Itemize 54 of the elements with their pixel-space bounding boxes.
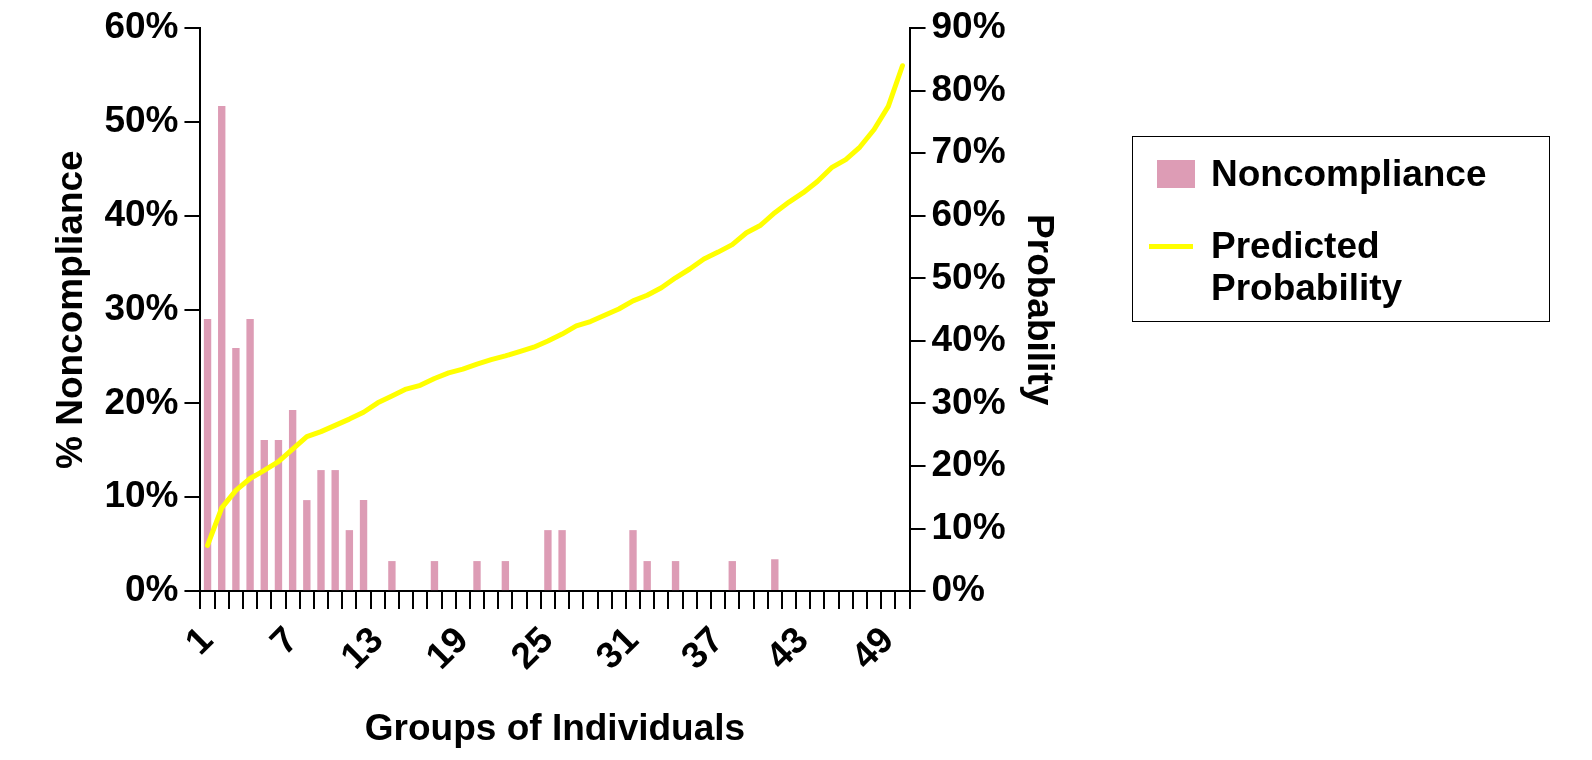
bar bbox=[260, 440, 268, 591]
bar bbox=[388, 561, 396, 591]
bar bbox=[629, 530, 637, 591]
y-tick-label: 10% bbox=[104, 474, 179, 516]
bar bbox=[430, 561, 439, 591]
x-axis-title: Groups of Individuals bbox=[364, 707, 746, 748]
bar bbox=[274, 440, 283, 591]
y-axis-title: % Noncompliance bbox=[49, 150, 91, 469]
y2-tick-label: 0% bbox=[931, 568, 986, 610]
y2-tick-label: 70% bbox=[931, 130, 1006, 172]
y-tick-label: 30% bbox=[104, 286, 179, 328]
bar bbox=[303, 500, 311, 591]
x-tick-label: 43 bbox=[757, 618, 817, 677]
y2-tick-label: 10% bbox=[931, 505, 1006, 547]
bar bbox=[218, 106, 226, 591]
bar bbox=[544, 530, 552, 591]
x-tick-label: 19 bbox=[417, 618, 476, 677]
y2-tick-label: 90% bbox=[931, 5, 1006, 47]
y2-tick-label: 20% bbox=[931, 443, 1006, 485]
bar bbox=[317, 470, 325, 591]
bar bbox=[728, 561, 736, 591]
y2-tick-label: 40% bbox=[931, 318, 1006, 360]
bar bbox=[558, 530, 566, 591]
bar bbox=[331, 470, 339, 591]
bar bbox=[203, 319, 212, 591]
x-tick-label: 49 bbox=[843, 618, 902, 677]
x-tick-label: 25 bbox=[502, 618, 561, 677]
y2-axis-title: Probability bbox=[1019, 214, 1061, 406]
legend-label: Noncompliance bbox=[1211, 153, 1488, 195]
y-tick-label: 20% bbox=[104, 380, 179, 422]
y2-tick-label: 30% bbox=[931, 380, 1006, 422]
bar bbox=[232, 348, 240, 591]
y-tick-label: 40% bbox=[104, 193, 179, 235]
y-tick-label: 0% bbox=[124, 568, 179, 610]
bar bbox=[671, 561, 680, 591]
bar bbox=[345, 530, 354, 591]
x-tick-label: 31 bbox=[587, 618, 646, 677]
bar bbox=[246, 319, 254, 591]
x-tick-label: 7 bbox=[261, 618, 306, 663]
y-tick-label: 60% bbox=[104, 5, 179, 47]
x-tick-label: 1 bbox=[176, 618, 221, 663]
y2-tick-label: 80% bbox=[931, 67, 1006, 109]
y-tick-label: 50% bbox=[104, 99, 179, 141]
bar bbox=[771, 559, 779, 591]
legend-label: Predicted Probability bbox=[1211, 225, 1404, 309]
bar bbox=[288, 410, 297, 591]
bar bbox=[473, 561, 481, 591]
y2-tick-label: 60% bbox=[931, 193, 1006, 235]
bar bbox=[643, 561, 651, 591]
y2-tick-label: 50% bbox=[931, 255, 1006, 297]
x-tick-label: 37 bbox=[672, 618, 731, 677]
x-tick-label: 13 bbox=[332, 618, 391, 677]
bar bbox=[359, 500, 368, 591]
bar bbox=[501, 561, 510, 591]
